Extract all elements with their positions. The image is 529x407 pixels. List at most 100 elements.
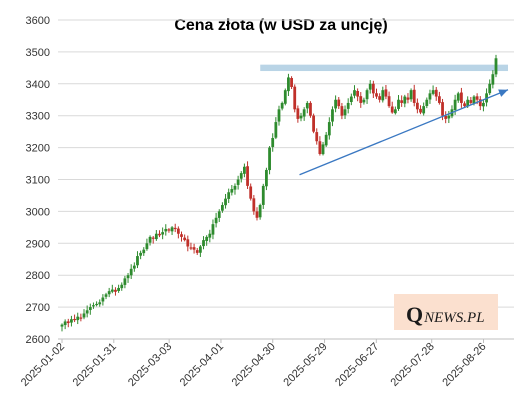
trendline-arrowhead: [498, 89, 508, 97]
candle-body: [271, 138, 275, 147]
y-tick-label: 3300: [26, 111, 50, 123]
candle-body: [277, 109, 281, 122]
candle-body: [428, 93, 432, 100]
candle-body: [415, 102, 419, 110]
candle-body: [73, 318, 76, 321]
candle-body: [114, 289, 117, 292]
candle-body: [324, 134, 328, 146]
candle-body: [246, 166, 249, 186]
candle-body: [491, 74, 495, 85]
candle-body: [444, 115, 448, 119]
candle-body: [265, 169, 268, 187]
candle-body: [409, 90, 413, 100]
candle-body: [375, 93, 378, 97]
candle-body: [136, 256, 139, 266]
logo-letter: Q: [406, 302, 423, 327]
candle-body: [224, 198, 227, 206]
candle-body: [318, 141, 322, 154]
candle-body: [466, 99, 470, 107]
candle-body: [371, 83, 375, 94]
candle-body: [158, 233, 161, 236]
candle-body: [258, 205, 262, 218]
candle-body: [217, 211, 221, 218]
candle-body: [337, 99, 341, 107]
candle-body: [293, 86, 297, 110]
candle-body: [488, 83, 492, 94]
candle-body: [243, 166, 246, 174]
candle-body: [321, 144, 325, 155]
candle-body: [164, 228, 168, 232]
y-tick-label: 3600: [26, 15, 50, 27]
candle-body: [214, 217, 218, 224]
candle-body: [434, 89, 438, 97]
qnews-logo: QNEWS.PL: [394, 294, 498, 330]
chart-title: Cena złota (w USD za uncję): [174, 17, 387, 34]
candle-body: [220, 205, 224, 211]
candle-body: [403, 96, 407, 104]
candle-body: [233, 185, 237, 190]
candle-body: [161, 232, 165, 235]
candle-body: [378, 96, 382, 100]
candle-body: [340, 106, 344, 116]
candle-body: [290, 78, 293, 87]
candle-body: [346, 102, 350, 109]
candle-body: [60, 324, 64, 327]
candle-body: [400, 100, 404, 103]
candle-body: [280, 102, 284, 109]
candle-body: [63, 321, 67, 326]
candle-body: [299, 115, 303, 119]
candle-body: [412, 89, 416, 103]
candle-body: [475, 96, 479, 100]
candle-body: [390, 106, 394, 113]
candle-body: [239, 173, 243, 179]
y-tick-label: 3500: [26, 47, 50, 59]
svg-text:QNEWS.PL: QNEWS.PL: [406, 302, 485, 327]
x-tick-label: 2025-07-28: [389, 341, 437, 389]
candle-body: [365, 90, 369, 100]
candle-body: [198, 246, 202, 253]
candle-body: [334, 99, 338, 109]
candle-body: [230, 189, 234, 193]
candle-body: [151, 237, 155, 239]
candle-body: [397, 99, 400, 109]
candle-body: [123, 278, 127, 285]
candle-body: [356, 90, 360, 97]
candle-body: [302, 109, 306, 117]
x-tick-label: 2025-05-29: [281, 341, 329, 389]
candle-body: [460, 92, 463, 103]
candle-body: [431, 90, 435, 94]
candle-body: [195, 250, 199, 253]
candlesticks: [60, 54, 498, 332]
candle-body: [142, 249, 146, 254]
candle-body: [104, 294, 108, 297]
candle-body: [95, 303, 98, 306]
y-tick-label: 2800: [26, 270, 50, 282]
x-tick-label: 2025-03-03: [126, 341, 174, 389]
candle-body: [139, 252, 143, 256]
candle-body: [173, 227, 177, 230]
candle-body: [170, 227, 174, 232]
candle-body: [315, 132, 319, 142]
x-tick-label: 2025-01-02: [19, 341, 67, 389]
resistance-zone: [260, 64, 508, 72]
candle-body: [101, 297, 105, 302]
candle-body: [441, 102, 444, 116]
y-axis: 2600 2700 2800 2900 3000 3100 3200 3300 3400 3500…: [26, 15, 50, 346]
candle-body: [82, 313, 86, 318]
candle-body: [437, 96, 441, 103]
candle-body: [312, 115, 315, 132]
candle-body: [494, 58, 498, 75]
candle-body: [205, 236, 209, 242]
candle-body: [261, 185, 265, 205]
candle-body: [180, 234, 183, 237]
candle-body: [283, 90, 287, 104]
candle-body: [227, 192, 231, 199]
candle-body: [132, 265, 136, 269]
candle-body: [305, 102, 309, 109]
candle-body: [107, 291, 111, 295]
y-tick-label: 3200: [26, 143, 50, 155]
candle-body: [353, 90, 356, 96]
candle-body: [70, 319, 73, 323]
candle-body: [192, 247, 196, 250]
